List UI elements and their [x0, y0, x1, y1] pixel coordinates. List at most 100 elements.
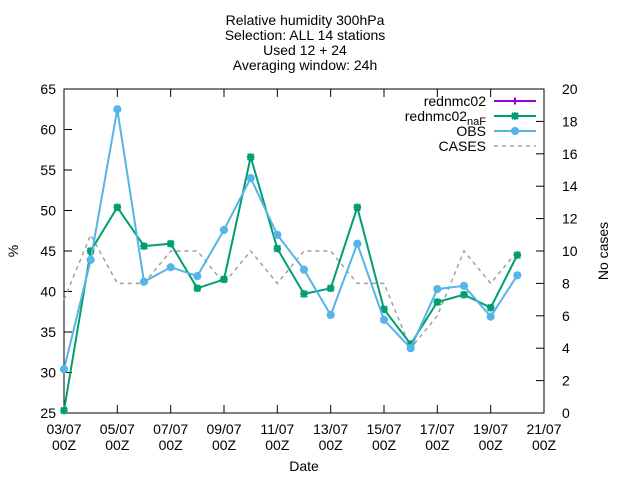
- legend-label: rednmc02: [424, 93, 486, 109]
- x-tick-label-hour: 00Z: [159, 437, 184, 453]
- data-point: [166, 263, 175, 272]
- title-line: Selection: ALL 14 stations: [225, 27, 386, 43]
- data-point-core: [248, 154, 253, 160]
- y2-tick-label: 8: [562, 275, 570, 291]
- x-tick-label-date: 03/07: [46, 421, 81, 437]
- title-line: Averaging window: 24h: [233, 57, 378, 73]
- y2-tick-label: 16: [562, 146, 578, 162]
- x-tick-label-date: 15/07: [366, 421, 401, 437]
- x-tick-label-date: 05/07: [100, 421, 135, 437]
- data-point: [299, 265, 309, 274]
- legend-item: OBS: [456, 123, 536, 139]
- y-tick-label: 25: [40, 405, 56, 421]
- x-tick-label-date: 13/07: [313, 421, 348, 437]
- data-point-core: [488, 305, 493, 310]
- data-point: [86, 255, 95, 265]
- legend-marker-core: [512, 113, 518, 119]
- y2-tick-label: 12: [562, 211, 578, 227]
- series-obs: [59, 105, 522, 374]
- x-tick-label-hour: 00Z: [372, 437, 397, 453]
- series-line: [63, 109, 519, 370]
- data-point-core: [115, 205, 120, 210]
- series-group: [59, 105, 522, 415]
- data-point: [273, 230, 282, 239]
- x-tick-label-hour: 00Z: [105, 437, 130, 453]
- series-line: [63, 233, 518, 350]
- data-point: [219, 225, 229, 235]
- data-point: [139, 277, 149, 286]
- y2-tick-label: 6: [562, 308, 570, 324]
- y-tick-label: 30: [40, 365, 56, 381]
- data-point-core: [61, 408, 67, 413]
- data-point-core: [355, 205, 360, 210]
- legend-marker: [510, 126, 520, 136]
- y2-axis-label: No cases: [595, 222, 611, 280]
- data-point-core: [301, 291, 307, 297]
- x-tick-label-hour: 00Z: [52, 437, 77, 453]
- data-point: [246, 174, 255, 183]
- x-tick-label-hour: 00Z: [319, 437, 344, 453]
- legend-item: CASES: [439, 138, 536, 154]
- x-tick-label-date: 07/07: [153, 421, 188, 437]
- legend-item: rednmc02naF: [405, 108, 536, 128]
- y2-axis-ticks: 0 2 4 6 8 10 12 14 16 18 20: [536, 81, 578, 421]
- y-tick-label: 60: [40, 122, 56, 138]
- legend-label: CASES: [439, 138, 486, 154]
- data-point-core: [275, 246, 280, 251]
- y-tick-label: 35: [40, 324, 56, 340]
- data-point: [353, 239, 362, 248]
- x-tick-label-date: 19/07: [473, 421, 508, 437]
- x-axis-ticks: 03/0700Z05/0700Z07/0700Z09/0700Z11/0700Z…: [46, 89, 562, 453]
- data-point-core: [381, 307, 387, 312]
- legend-item: rednmc02: [424, 93, 536, 109]
- series-rednmc02-naf: [60, 153, 522, 415]
- y2-tick-label: 14: [562, 178, 578, 194]
- y-tick-label: 55: [40, 162, 56, 178]
- y2-tick-label: 4: [562, 340, 570, 356]
- data-point-core: [141, 243, 147, 249]
- data-point: [326, 310, 335, 320]
- data-point: [379, 315, 389, 324]
- y2-tick-label: 20: [562, 81, 578, 97]
- data-point: [406, 344, 415, 353]
- data-point-core: [195, 286, 200, 291]
- data-point-core: [221, 277, 227, 282]
- data-point: [193, 272, 202, 281]
- y-tick-label: 50: [40, 203, 56, 219]
- x-tick-label-hour: 00Z: [425, 437, 450, 453]
- title-line: Relative humidity 300hPa: [226, 12, 385, 28]
- y2-tick-label: 2: [562, 373, 570, 389]
- y-tick-label: 45: [40, 243, 56, 259]
- data-point: [59, 365, 69, 374]
- legend-label: OBS: [456, 123, 486, 139]
- x-tick-label-hour: 00Z: [479, 437, 504, 453]
- x-tick-label-date: 17/07: [420, 421, 455, 437]
- x-tick-label-hour: 00Z: [532, 437, 557, 453]
- data-point-core: [515, 252, 520, 258]
- x-tick-label-date: 11/07: [260, 421, 294, 437]
- y2-tick-label: 0: [562, 405, 570, 421]
- y-axis-label: %: [5, 245, 21, 257]
- x-tick-label-hour: 00Z: [265, 437, 290, 453]
- data-point: [433, 284, 442, 294]
- data-point: [459, 281, 469, 290]
- legend-marker: [511, 97, 519, 105]
- title-line: Used 12 + 24: [263, 42, 347, 58]
- y-tick-label: 65: [40, 81, 56, 97]
- x-axis-label: Date: [289, 458, 319, 474]
- y2-tick-label: 10: [562, 243, 578, 259]
- data-point: [513, 271, 522, 280]
- x-tick-label-date: 21/07: [526, 421, 561, 437]
- data-point-core: [328, 286, 333, 291]
- y-tick-label: 40: [40, 284, 56, 300]
- series-line: [63, 156, 519, 411]
- data-point: [113, 105, 122, 114]
- x-tick-label-hour: 00Z: [212, 437, 237, 453]
- data-point-core: [461, 292, 467, 297]
- data-point: [486, 312, 495, 321]
- y-axis-ticks: 25 30 35 40 45 50 55 60 65: [40, 81, 72, 421]
